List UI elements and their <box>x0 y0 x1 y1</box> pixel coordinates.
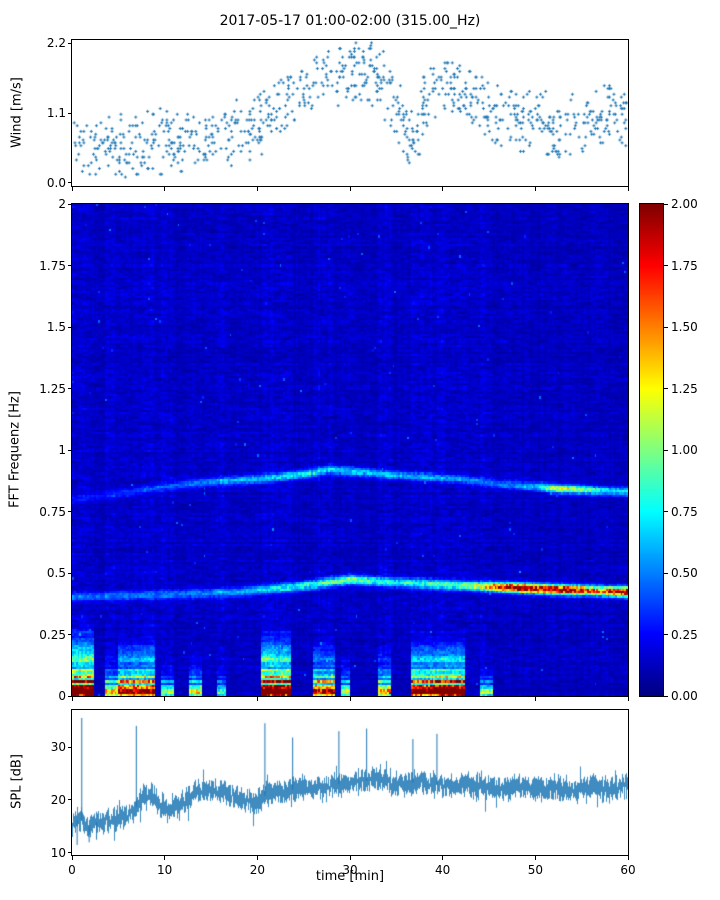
colorbar-tick-mark <box>664 572 668 574</box>
spl-xtick-mark <box>256 856 258 860</box>
colorbar-tick-mark <box>664 388 668 389</box>
fft-xtick-mark <box>256 697 258 701</box>
wind-xtick-mark <box>534 187 536 191</box>
colorbar-tick-mark <box>664 511 668 512</box>
wind-ytick-mark <box>68 42 72 44</box>
fft-ytick-label: 2 <box>58 197 66 211</box>
fft-xtick-mark <box>164 697 166 701</box>
fft-ytick-mark <box>68 695 72 697</box>
time-xlabel: time [min] <box>315 869 385 884</box>
fft-xtick-mark <box>71 697 73 701</box>
fft-ytick-label: 1.25 <box>39 381 66 396</box>
wind-ytick-label: 1.1 <box>46 106 66 120</box>
fft-ytick-mark <box>68 265 72 266</box>
spl-xtick-mark <box>71 856 73 860</box>
colorbar-tick-mark <box>664 695 668 697</box>
fft-ytick-mark <box>68 572 72 574</box>
colorbar-tick-label: 1.25 <box>671 381 698 396</box>
spl-xtick-mark <box>627 856 629 860</box>
fft-ytick-mark <box>68 449 72 451</box>
colorbar-tick-label: 0.50 <box>671 566 698 580</box>
fft-ylabel: FFT Frequenz [Hz] <box>7 391 23 508</box>
colorbar-tick-label: 0.25 <box>671 627 698 642</box>
wind-ylabel: Wind [m/s] <box>9 77 25 148</box>
spl-xtick-label: 10 <box>157 863 173 877</box>
colorbar-tick-label: 1.75 <box>671 258 698 273</box>
colorbar-tick-mark <box>664 326 668 328</box>
wind-xtick-mark <box>256 187 258 191</box>
colorbar-tick-label: 0.00 <box>671 689 698 703</box>
fft-ytick-label: 0 <box>58 689 66 703</box>
colorbar-tick-mark <box>664 634 668 635</box>
wind-ytick-mark <box>68 112 72 114</box>
spl-ytick-label: 20 <box>50 792 66 807</box>
spl-ytick-mark <box>68 746 72 748</box>
fft-ytick-mark <box>68 326 72 328</box>
spl-ytick-mark <box>68 799 72 801</box>
spl-xtick-label: 50 <box>527 863 543 877</box>
fft-ytick-label: 1.5 <box>46 320 66 334</box>
spl-ytick-label: 10 <box>50 845 66 860</box>
fft-xtick-mark <box>627 697 629 701</box>
spl-line-canvas <box>72 710 628 855</box>
spl-xtick-label: 20 <box>249 863 265 877</box>
spl-ytick-label: 30 <box>50 740 66 755</box>
wind-xtick-mark <box>627 187 629 191</box>
fft-ytick-mark <box>68 203 72 205</box>
fft-ytick-label: 0.75 <box>39 504 66 519</box>
spl-ylabel: SPL [dB] <box>9 754 25 809</box>
colorbar-tick-label: 1.00 <box>671 443 698 457</box>
colorbar-tick-label: 0.75 <box>671 504 698 519</box>
fft-ytick-mark <box>68 388 72 389</box>
spl-xtick-label: 0 <box>68 863 76 877</box>
colorbar-tick-mark <box>664 203 668 205</box>
spectrogram-canvas <box>72 204 628 696</box>
spl-ytick-mark <box>68 852 72 854</box>
wind-ytick-label: 2.2 <box>46 36 66 51</box>
fft-ytick-mark <box>68 634 72 635</box>
colorbar-tick-label: 1.50 <box>671 320 698 334</box>
wind-xtick-mark <box>164 187 166 191</box>
fft-ytick-label: 1 <box>58 443 66 457</box>
fft-ytick-mark <box>68 511 72 512</box>
spl-xtick-mark <box>164 856 166 860</box>
wind-xtick-mark <box>442 187 444 191</box>
colorbar-tick-label: 2.00 <box>671 197 698 211</box>
fft-xtick-mark <box>349 697 351 701</box>
colorbar-tick-mark <box>664 265 668 266</box>
fft-ytick-label: 0.25 <box>39 627 66 642</box>
spl-xtick-mark <box>349 856 351 860</box>
wind-xtick-mark <box>349 187 351 191</box>
wind-ytick-label: 0.0 <box>46 175 66 190</box>
spl-xtick-label: 40 <box>435 863 451 877</box>
chart-title: 2017-05-17 01:00-02:00 (315.00_Hz) <box>219 13 481 29</box>
fft-xtick-mark <box>534 697 536 701</box>
spl-xtick-mark <box>534 856 536 860</box>
colorbar-canvas <box>640 204 663 696</box>
fft-xtick-mark <box>442 697 444 701</box>
spl-xtick-mark <box>442 856 444 860</box>
fft-ytick-label: 0.5 <box>46 566 66 580</box>
wind-scatter-canvas <box>72 40 628 186</box>
wind-ytick-mark <box>68 182 72 184</box>
spl-xtick-label: 30 <box>342 863 358 877</box>
colorbar-tick-mark <box>664 449 668 451</box>
fft-ytick-label: 1.75 <box>39 258 66 273</box>
spl-xtick-label: 60 <box>620 863 636 877</box>
wind-xtick-mark <box>71 187 73 191</box>
